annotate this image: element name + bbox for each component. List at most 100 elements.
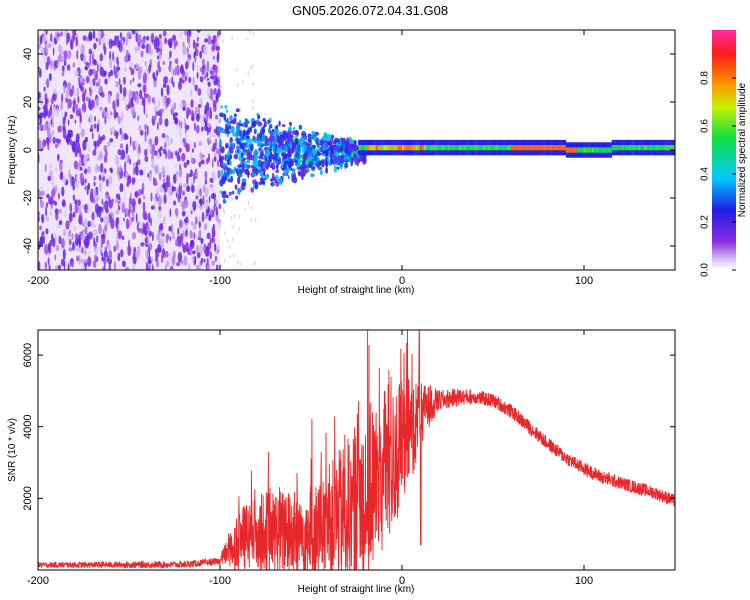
colorbar-tick-label: 0.2	[700, 215, 711, 229]
spectrogram-cell	[190, 157, 195, 165]
spectrogram-cell	[304, 165, 308, 169]
spectrogram-cell	[252, 99, 254, 104]
spectrogram-cell	[316, 150, 320, 155]
spectrogram-cell	[330, 147, 334, 154]
spectrogram-cell	[191, 116, 195, 121]
spectrogram-cell	[199, 204, 203, 210]
spectrogram-cell	[43, 235, 45, 245]
spectrogram-cell	[98, 78, 101, 85]
spectrogram-cell	[124, 66, 127, 73]
spectrogram-cell	[148, 259, 152, 265]
spectrogram-cell	[76, 142, 81, 154]
spectrogram-cell	[92, 149, 97, 156]
spectrogram-cell	[47, 96, 50, 106]
spectrogram-cell	[509, 145, 512, 151]
spectrogram-cell	[52, 187, 56, 198]
spectrogram-cell	[142, 222, 146, 229]
spectrogram-cell	[233, 113, 237, 117]
spectrogram-cell	[251, 172, 256, 177]
spectrogram-cell	[426, 145, 429, 151]
spectrogram-cell	[42, 109, 47, 119]
spectrogram-y-tick-label: 0	[22, 147, 34, 153]
spectrogram-cell	[574, 147, 578, 153]
spectrogram-cell	[117, 230, 122, 240]
spectrogram-cell	[48, 163, 53, 169]
spectrogram-cell	[148, 43, 152, 55]
spectrogram-cell	[204, 74, 206, 80]
spectrogram-cell	[39, 225, 42, 231]
spectrogram-cell	[153, 181, 158, 186]
spectrogram-cell	[42, 35, 47, 43]
spectrogram-cell	[104, 78, 107, 85]
spectrogram-cell	[515, 145, 519, 151]
spectrogram-cell	[181, 210, 186, 217]
spectrogram-cell	[66, 32, 71, 43]
spectrogram-cell	[456, 145, 460, 151]
spectrogram-cell	[157, 55, 159, 60]
spectrogram-cell	[196, 244, 199, 255]
spectrogram-cell	[54, 208, 59, 215]
spectrogram-cell	[239, 262, 242, 267]
spectrogram-cell	[238, 227, 240, 232]
spectrogram-cell	[72, 145, 77, 153]
spectrogram-cell	[90, 188, 94, 199]
spectrogram-cell	[148, 212, 151, 223]
spectrogram-cell	[244, 164, 250, 169]
spectrogram-cell	[186, 33, 191, 44]
spectrogram-cell	[249, 126, 253, 133]
spectrogram-cell	[186, 248, 189, 253]
spectrogram-x-tick-label: 0	[399, 275, 405, 287]
spectrogram-cell	[419, 145, 423, 151]
spectrogram-cell	[311, 130, 315, 135]
spectrogram-cell	[185, 229, 188, 238]
spectrogram-cell	[288, 160, 292, 169]
spectrogram-cell	[54, 166, 58, 172]
spectrogram-cell	[227, 150, 230, 156]
spectrogram-cell	[344, 146, 349, 154]
spectrogram-cell	[215, 45, 220, 52]
spectrogram-cell	[119, 83, 123, 95]
spectrogram-cell	[98, 174, 102, 181]
spectrogram-cell	[225, 142, 229, 149]
spectrogram-cell	[224, 258, 226, 263]
spectrogram-cell	[55, 244, 60, 252]
spectrogram-cell	[38, 118, 41, 124]
spectrogram-cell	[117, 252, 121, 262]
spectrogram-cell	[139, 125, 142, 131]
spectrogram-cell	[161, 166, 166, 177]
spectrogram-cell	[252, 120, 257, 127]
spectrogram-cell	[97, 30, 102, 38]
spectrogram-cell	[146, 235, 149, 247]
spectrogram-cell	[182, 106, 186, 111]
spectrogram-cell	[132, 77, 135, 82]
spectrogram-cell	[655, 145, 658, 151]
spectrogram-cell	[143, 104, 146, 115]
spectrogram-cell	[59, 173, 62, 180]
spectrogram-cell	[162, 183, 166, 189]
spectrogram-cell	[108, 266, 112, 270]
spectrogram-cell	[222, 198, 227, 204]
spectrogram-cell	[557, 145, 560, 151]
spectrogram-cell	[129, 61, 134, 68]
spectrogram-cell	[179, 132, 182, 139]
spectrogram-cell	[40, 46, 45, 56]
spectrogram-cell	[153, 96, 156, 106]
spectrogram-cell	[177, 240, 182, 247]
spectrogram-cell	[126, 181, 130, 187]
spectrogram-cell	[87, 166, 91, 174]
spectrogram-cell	[56, 224, 60, 229]
spectrogram-cell	[344, 141, 349, 148]
spectrogram-cell	[546, 145, 549, 151]
spectrogram-cell	[65, 90, 70, 100]
spectrogram-cell	[500, 145, 503, 151]
spectrogram-x-tick-label: -200	[27, 275, 49, 287]
spectrogram-cell	[191, 184, 195, 193]
spectrogram-cell	[61, 199, 66, 208]
spectrogram-cell	[195, 170, 198, 177]
spectrogram-y-tick-label: 20	[22, 96, 34, 108]
spectrogram-cell	[550, 145, 554, 151]
spectrogram-cell	[268, 127, 271, 134]
spectrogram-cell	[162, 148, 167, 155]
spectrogram-cell	[59, 161, 63, 172]
spectrogram-cell	[307, 137, 312, 143]
